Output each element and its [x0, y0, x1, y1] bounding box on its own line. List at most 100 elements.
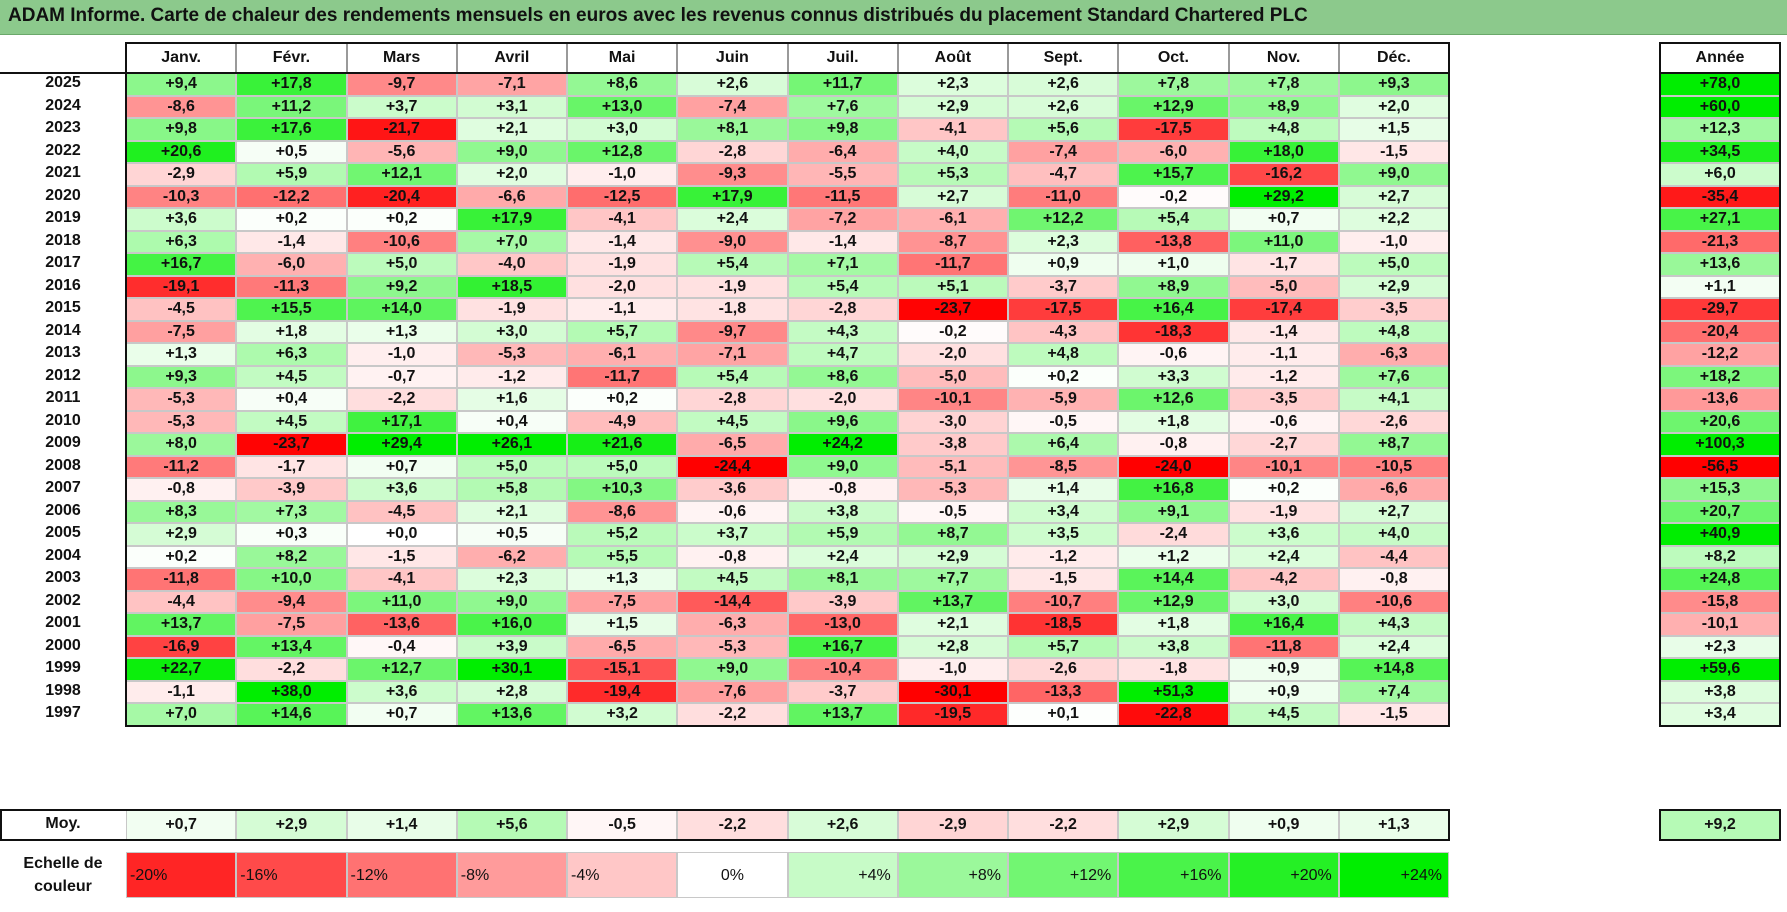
- heatmap-cell: +1,2: [1118, 545, 1229, 568]
- heatmap-cell: +8,1: [787, 568, 898, 591]
- heatmap-cell: +0,9: [1228, 680, 1339, 703]
- year-label: 2016: [45, 276, 81, 294]
- heatmap-cell: +15,5: [236, 298, 347, 321]
- heatmap-cell: +22,7: [126, 658, 237, 681]
- heatmap-cell: -1,5: [346, 545, 457, 568]
- heatmap-cell: -2,0: [897, 343, 1008, 366]
- heatmap-cell: +2,7: [897, 185, 1008, 208]
- annual-return-cell: +3,4: [1660, 703, 1780, 726]
- heatmap-cell: +7,3: [236, 500, 347, 523]
- heatmap-cell: -1,2: [456, 365, 567, 388]
- heatmap-cell: +21,6: [567, 433, 678, 456]
- heatmap-cell: -1,7: [1228, 253, 1339, 276]
- month-header: Nov.: [1228, 43, 1339, 73]
- heatmap-cell: -0,8: [1118, 433, 1229, 456]
- annual-return-cell: +34,5: [1660, 140, 1780, 163]
- heatmap-cell: +20,6: [126, 140, 237, 163]
- heatmap-cell: +0,7: [346, 455, 457, 478]
- heatmap-cell: -10,4: [787, 658, 898, 681]
- heatmap-cell: +16,7: [787, 635, 898, 658]
- heatmap-cell: +16,4: [1118, 298, 1229, 321]
- heatmap-cell: +13,7: [126, 613, 237, 636]
- heatmap-cell: -14,4: [677, 590, 788, 613]
- heatmap-cell: -5,9: [1008, 388, 1119, 411]
- heatmap-cell: -3,7: [1008, 275, 1119, 298]
- heatmap-cell: +4,8: [1338, 320, 1449, 343]
- heatmap-cell: -11,5: [787, 185, 898, 208]
- year-label: 2022: [45, 141, 81, 159]
- year-label: 2010: [45, 411, 81, 429]
- heatmap-cell: +3,8: [1118, 635, 1229, 658]
- legend-swatch-label: 0%: [720, 867, 744, 884]
- heatmap-cell: -1,0: [567, 163, 678, 186]
- annual-return-cell: +100,3: [1660, 433, 1780, 456]
- month-header: Déc.: [1338, 43, 1449, 73]
- heatmap-cell: +0,2: [346, 208, 457, 231]
- year-label: 2008: [45, 456, 81, 474]
- heatmap-cell: +2,8: [897, 635, 1008, 658]
- heatmap-cell: +2,9: [126, 523, 237, 546]
- heatmap-cell: +13,7: [897, 590, 1008, 613]
- heatmap-cell: +16,4: [1228, 613, 1339, 636]
- heatmap-cell: +7,6: [787, 95, 898, 118]
- year-label: 2015: [45, 299, 81, 316]
- heatmap-cell: +14,0: [346, 298, 457, 321]
- heatmap-cell: +2,0: [1338, 95, 1449, 118]
- legend-swatch-label: +4%: [858, 867, 891, 884]
- heatmap-cell: +5,5: [567, 545, 678, 568]
- heatmap-cell: +3,0: [1228, 590, 1339, 613]
- heatmap-cell: -2,2: [236, 658, 347, 681]
- annual-return-cell: +15,3: [1660, 478, 1780, 501]
- heatmap-cell: -3,8: [897, 433, 1008, 456]
- heatmap-cell: +16,8: [1118, 478, 1229, 501]
- report-title-bar: ADAM Informe. Carte de chaleur des rende…: [0, 0, 1787, 35]
- heatmap-cell: +4,8: [1008, 343, 1119, 366]
- heatmap-cell: +1,3: [346, 320, 457, 343]
- heatmap-cell: -4,2: [1228, 568, 1339, 591]
- heatmap-cell: +1,5: [567, 613, 678, 636]
- heatmap-cell: -16,2: [1228, 163, 1339, 186]
- heatmap-cell: -6,1: [567, 343, 678, 366]
- heatmap-cell: -11,8: [1228, 635, 1339, 658]
- year-label: 1999: [45, 659, 81, 676]
- heatmap-cell: +8,2: [236, 545, 347, 568]
- heatmap-cell: +17,1: [346, 410, 457, 433]
- legend-label: Echelle de couleur: [23, 855, 103, 895]
- heatmap-cell: -1,8: [677, 298, 788, 321]
- annual-return-cell: -10,1: [1660, 613, 1780, 636]
- year-label: 1998: [45, 681, 81, 699]
- heatmap-cell: +2,3: [456, 568, 567, 591]
- year-label: 2013: [45, 344, 81, 361]
- heatmap-cell: -0,7: [346, 365, 457, 388]
- heatmap-cell: -1,2: [1228, 365, 1339, 388]
- heatmap-cell: -1,2: [1008, 545, 1119, 568]
- heatmap-cell: +2,4: [677, 208, 788, 231]
- heatmap-cell: -9,7: [677, 320, 788, 343]
- legend-swatch: -16%: [236, 852, 347, 898]
- average-cell: +2,6: [787, 810, 898, 840]
- heatmap-cell: +7,0: [126, 703, 237, 726]
- year-label: 2005: [45, 524, 81, 541]
- heatmap-cell: +51,3: [1118, 680, 1229, 703]
- heatmap-cell: +3,7: [677, 523, 788, 546]
- heatmap-cell: -6,0: [236, 253, 347, 276]
- heatmap-cell: +3,2: [567, 703, 678, 726]
- heatmap-cell: +5,0: [346, 253, 457, 276]
- heatmap-cell: +3,3: [1118, 365, 1229, 388]
- heatmap-cell: +6,3: [126, 230, 237, 253]
- heatmap-cell: -9,0: [677, 230, 788, 253]
- heatmap-cell: -7,4: [677, 95, 788, 118]
- heatmap-cell: +4,3: [787, 320, 898, 343]
- heatmap-cell: +2,1: [456, 500, 567, 523]
- heatmap-cell: +18,0: [1228, 140, 1339, 163]
- heatmap-cell: -5,5: [787, 163, 898, 186]
- heatmap-cell: -2,8: [787, 298, 898, 321]
- heatmap-cell: +9,1: [1118, 500, 1229, 523]
- heatmap-cell: +0,9: [1228, 658, 1339, 681]
- heatmap-cell: -0,8: [787, 478, 898, 501]
- heatmap-cell: -3,5: [1228, 388, 1339, 411]
- heatmap-cell: -2,6: [1008, 658, 1119, 681]
- annual-return-cell: +12,3: [1660, 118, 1780, 141]
- heatmap-cell: +11,7: [787, 73, 898, 96]
- annual-return-cell: +13,6: [1660, 253, 1780, 276]
